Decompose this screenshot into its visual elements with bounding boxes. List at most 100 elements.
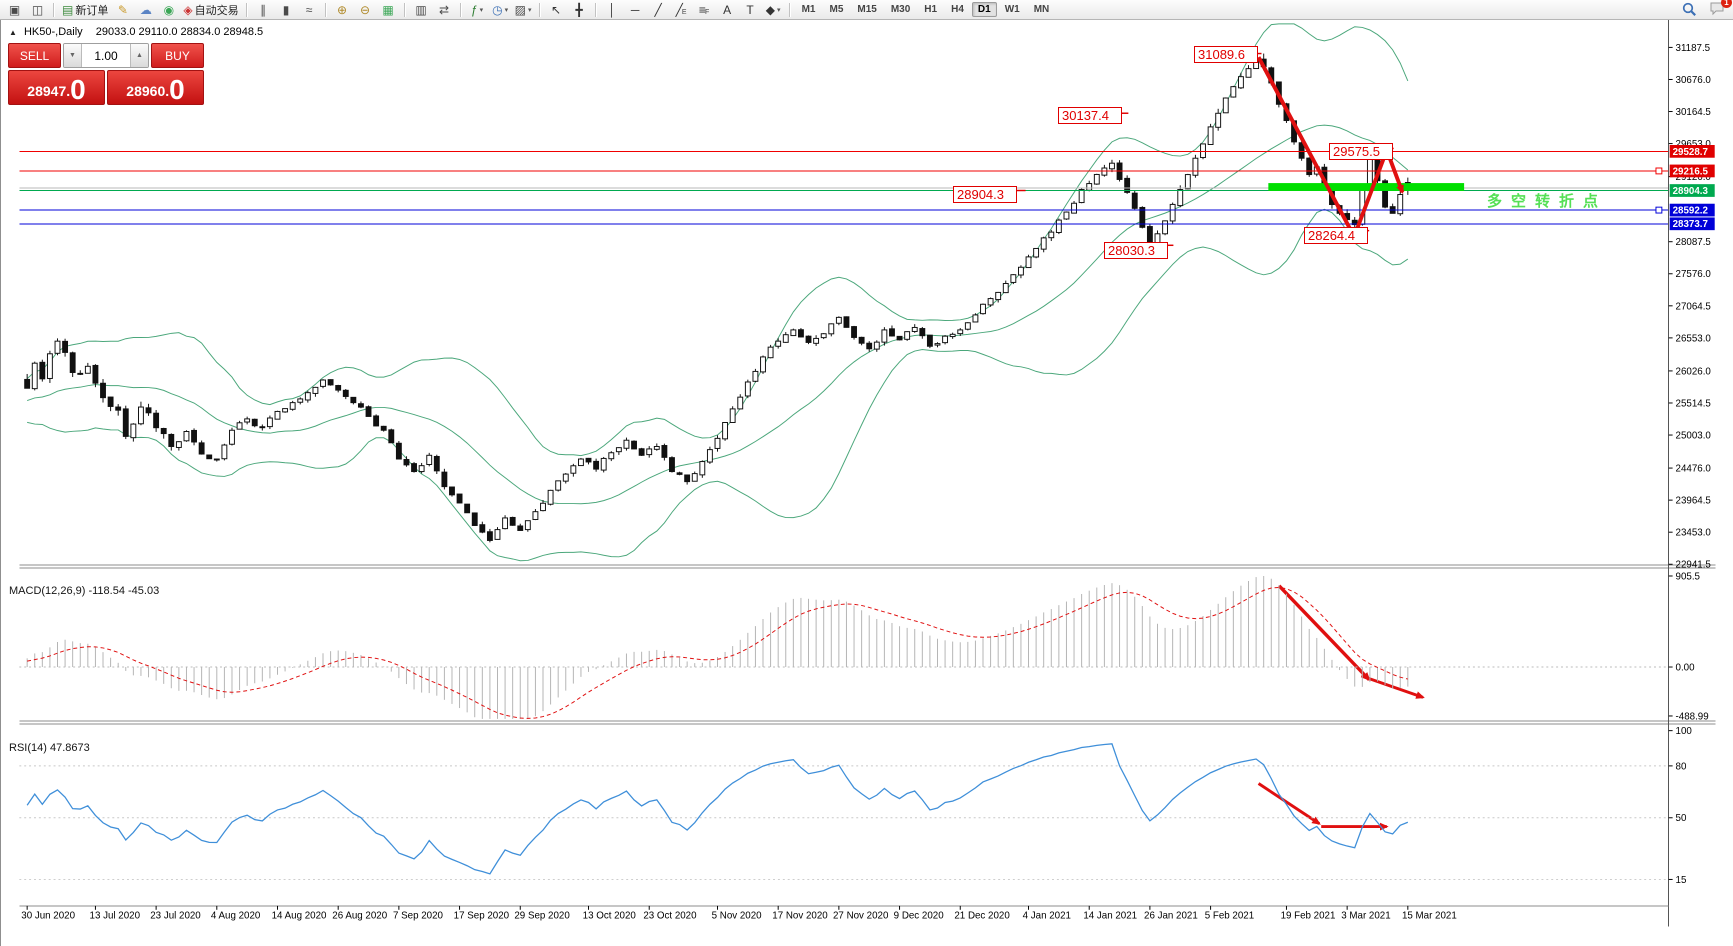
candle-body (320, 379, 326, 387)
chart-shift-icon[interactable]: ⇄ (439, 2, 450, 17)
tile-windows-icon[interactable]: ▦ (382, 2, 394, 17)
timeframe-m1[interactable]: M1 (801, 4, 816, 15)
price-axis-label: 22941.5 (1676, 560, 1712, 571)
macd-signal-line[interactable] (27, 586, 1408, 719)
price-tag-label: 29216.5 (1673, 166, 1709, 177)
price-annotation[interactable]: 30137.4 (1058, 107, 1122, 125)
price-axis-labels[interactable]: 31187.5 30676.0 30164.5 29653.0 29126.0 28087… (1668, 43, 1712, 571)
candle-body (1146, 226, 1153, 244)
ask-last-digit: 0 (169, 74, 185, 105)
collapse-arrow-icon[interactable]: ▲ (9, 28, 17, 37)
candle-body (691, 473, 698, 482)
frame (19, 20, 1716, 927)
candle-body (251, 418, 258, 427)
horizontal-line-icon[interactable]: ─ (630, 2, 640, 17)
candle-body (942, 335, 949, 344)
trend-arrows-macd[interactable] (1277, 584, 1425, 699)
timeframe-bar: M1 M5 M15 M30 H1 H4 D1 W1 MN (795, 2, 1057, 17)
candle-body (502, 517, 509, 530)
candle-body (297, 398, 304, 403)
candle-chart-mode-icon[interactable]: ▮ (282, 2, 290, 17)
new-chart-icon[interactable]: ▣ (8, 2, 21, 17)
auto-scroll-icon[interactable]: ▥ (415, 2, 427, 17)
sell-button[interactable]: SELL (8, 43, 61, 68)
turning-point-note[interactable]: 多空转折点 (1487, 193, 1608, 210)
add-indicator-icon[interactable]: ƒ ▾ (470, 2, 484, 17)
timeframe-d1[interactable]: D1 (971, 2, 997, 17)
trend-arrows-rsi[interactable] (1257, 782, 1389, 831)
period-menu-icon[interactable]: ◷ ▾ (492, 2, 509, 17)
candle-body (1131, 192, 1138, 209)
zoom-in-icon[interactable]: ⊕ (337, 2, 348, 17)
price-axis-label: 30164.5 (1676, 107, 1712, 118)
candle-body (138, 406, 144, 425)
indicator-axis-label: 15 (1676, 875, 1687, 886)
candle-body (775, 340, 782, 347)
indicator-axis-labels: 905.5 0.00 -488.99 100 80 50 15 (1668, 571, 1709, 886)
vertical-line-icon[interactable]: │ (608, 2, 616, 17)
equidistant-channel-icon[interactable]: ╱ E (675, 2, 687, 17)
volume-input[interactable]: 1.00 (94, 48, 118, 63)
timeframe-m30[interactable]: M30 (890, 4, 911, 15)
candle-body (92, 364, 99, 384)
candle-body (729, 408, 736, 423)
candle-body (115, 406, 122, 411)
autotrading-icon[interactable]: ◈ 自动交易 (183, 2, 239, 17)
ask-price-box[interactable]: 28960. 0 (107, 70, 204, 105)
date-label: 5 Nov 2020 (712, 911, 763, 922)
line-chart-mode-icon[interactable]: ≈ (305, 2, 313, 17)
price-axis-label: 25003.0 (1676, 430, 1712, 441)
candle-body (1063, 211, 1070, 220)
shapes-icon[interactable]: ◆ ▾ (765, 2, 781, 17)
price-annotation[interactable]: 28264.4 (1304, 227, 1368, 245)
text-label-icon[interactable]: T (746, 2, 754, 17)
chart-profiles-icon[interactable]: ◫ (31, 2, 44, 17)
date-label: 4 Jan 2021 (1023, 911, 1071, 922)
crosshair-icon[interactable]: ╋ (575, 2, 583, 17)
candle-body (653, 445, 660, 450)
candle-body (494, 529, 501, 540)
timeframe-mn[interactable]: MN (1033, 4, 1050, 15)
price-annotation[interactable]: 29575.5 (1329, 143, 1393, 161)
chart-window: 31187.5 30676.0 30164.5 29653.0 29126.0 28087… (0, 20, 1733, 946)
timeframe-m15[interactable]: M15 (857, 4, 877, 15)
trendline-icon[interactable]: ╱ (654, 2, 662, 17)
date-label: 7 Sep 2020 (393, 911, 444, 922)
volume-down-button[interactable]: ▼ (64, 44, 82, 67)
rsi-line[interactable] (26, 743, 1409, 875)
text-icon[interactable]: A (723, 2, 732, 17)
buy-button[interactable]: BUY (151, 43, 204, 68)
date-label: 13 Oct 2020 (583, 911, 637, 922)
volume-up-button[interactable]: ▲ (130, 44, 148, 67)
timeframe-w1[interactable]: W1 (1004, 4, 1020, 15)
time-axis-labels[interactable]: 30 Jun 2020 13 Jul 2020 23 Jul 2020 4 Aug 2… (21, 905, 1457, 922)
candle-body (1222, 97, 1229, 114)
cursor-icon[interactable]: ↖ (551, 2, 562, 17)
news-signal-icon[interactable]: ◉ (163, 2, 175, 17)
bid-price-box[interactable]: 28947. 0 (8, 70, 105, 105)
support-zone[interactable] (1268, 183, 1465, 191)
chart-canvas[interactable]: 31187.5 30676.0 30164.5 29653.0 29126.0 28087… (1, 20, 1733, 946)
price-annotation[interactable]: 31089.6 (1194, 46, 1258, 64)
zoom-out-icon[interactable]: ⊖ (360, 2, 371, 17)
new-order-icon[interactable]: ▤ 新订单 (62, 2, 109, 17)
fibonacci-icon[interactable]: ≡ F (698, 2, 710, 17)
notifications-icon[interactable]: 1 (1709, 0, 1732, 19)
candle-body (767, 346, 774, 359)
candle-body (600, 457, 607, 471)
timeframe-m5[interactable]: M5 (829, 4, 844, 15)
bar-chart-mode-icon[interactable]: ∥ (260, 2, 267, 17)
price-annotation[interactable]: 28030.3 (1104, 242, 1168, 260)
one-click-trade-panel: SELL ▼ 1.00 ▲ BUY 28947. 0 28960. 0 (8, 43, 204, 105)
template-menu-icon[interactable]: ▨ ▾ (514, 2, 532, 17)
candle-body (100, 382, 106, 399)
search-icon[interactable] (1682, 2, 1697, 17)
market-community-icon[interactable]: ☁ (139, 2, 152, 17)
price-annotation[interactable]: 28904.3 (953, 186, 1017, 204)
timeframe-h4[interactable]: H4 (951, 4, 964, 15)
styler-icon[interactable]: ✎ (117, 2, 128, 17)
bollinger-bands[interactable] (26, 23, 1409, 562)
candle-body (1071, 202, 1077, 214)
timeframe-h1[interactable]: H1 (924, 4, 938, 15)
candle-body (456, 493, 463, 504)
